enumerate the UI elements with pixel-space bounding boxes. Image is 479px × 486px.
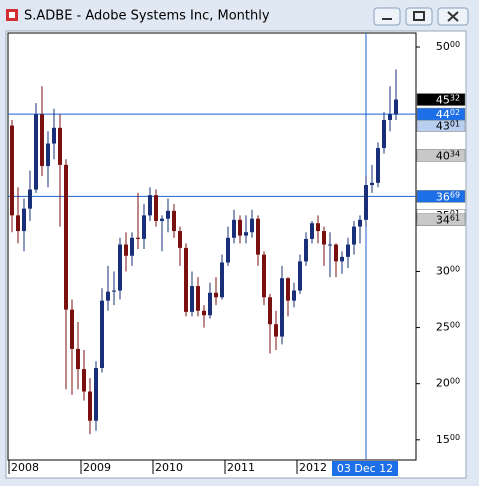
candle-body	[334, 244, 338, 262]
candle-body	[316, 223, 320, 232]
candle-body	[322, 231, 326, 245]
plot-area	[7, 32, 417, 461]
candle-body	[256, 218, 260, 255]
y-tick-label: 5000	[436, 40, 460, 54]
candle-body	[208, 292, 212, 316]
candle-body	[94, 367, 98, 421]
crosshair-label-bg	[332, 461, 398, 476]
candle-body	[10, 125, 14, 216]
candle-body	[244, 232, 248, 236]
candle-body	[352, 226, 356, 245]
close-icon	[447, 11, 459, 22]
candle-body	[214, 292, 218, 298]
candle-body	[16, 215, 20, 232]
candle-body	[34, 114, 38, 190]
candle-body	[28, 189, 32, 209]
candle-body	[232, 219, 236, 238]
candle-body	[142, 215, 146, 239]
candle-body	[382, 119, 386, 149]
y-tick-label: 3000	[436, 264, 460, 278]
candle-body	[106, 291, 110, 301]
candle-body	[220, 262, 224, 298]
candle-body	[76, 348, 80, 370]
candle-body	[286, 278, 290, 301]
price-tag-label: 4034	[436, 149, 460, 163]
candle-body	[100, 300, 104, 368]
x-tick-label: 2011	[227, 461, 255, 474]
price-tag-label: 4301	[436, 119, 460, 133]
candle-body	[304, 238, 308, 262]
candle-body	[262, 254, 266, 298]
candle-body	[268, 297, 272, 325]
price-tag	[416, 93, 466, 106]
candle-body	[52, 127, 56, 144]
candle-body	[148, 195, 152, 216]
candle-body	[154, 195, 158, 221]
candle-body	[58, 127, 62, 165]
x-tick-label: 2012	[299, 461, 327, 474]
candle-body	[118, 244, 122, 291]
x-tick-label: 2010	[155, 461, 183, 474]
price-tag	[416, 107, 466, 121]
candle-body	[40, 114, 44, 166]
candle-body	[166, 210, 170, 219]
candle-body	[328, 244, 332, 246]
candle-body	[280, 278, 284, 337]
candle-body	[112, 290, 116, 292]
candle-body	[136, 237, 140, 239]
candle-body	[310, 223, 314, 239]
window-title: S.ADBE - Adobe Systems Inc, Monthly	[24, 9, 270, 24]
candle-body	[196, 286, 200, 311]
candle-body	[160, 218, 164, 221]
price-tag	[416, 190, 466, 203]
candle-body	[250, 218, 254, 233]
candle-body	[364, 185, 368, 220]
price-tag-label: 3669	[436, 190, 460, 204]
candle-body	[130, 237, 134, 256]
candle-body	[184, 247, 188, 312]
candle-body	[88, 391, 92, 421]
candle-body	[346, 244, 350, 257]
y-tick-label: 2000	[436, 376, 460, 390]
candle-body	[64, 164, 68, 310]
price-tag-label: 4402	[436, 108, 460, 122]
x-tick-label: 2009	[83, 461, 111, 474]
maximize-icon	[413, 11, 425, 21]
candle-body	[178, 231, 182, 248]
price-tag	[416, 213, 466, 226]
candle-body	[172, 210, 176, 232]
y-tick-label: 1500	[436, 432, 460, 446]
maximize-button[interactable]	[405, 7, 433, 26]
x-tick-label: 2008	[11, 461, 39, 474]
candle-body	[190, 286, 194, 312]
candle-body	[70, 309, 74, 349]
candle-body	[82, 369, 86, 392]
candle-body	[388, 114, 392, 120]
candle-body	[124, 244, 128, 256]
candle-body	[358, 219, 362, 227]
candle-body	[376, 148, 380, 183]
crosshair-label: 03 Dec 12	[337, 462, 393, 475]
candle-body	[238, 219, 242, 236]
price-tag	[416, 149, 466, 162]
candle-body	[274, 324, 278, 337]
price-tag-label: 3461	[436, 213, 460, 227]
candle-body	[340, 256, 344, 262]
minimize-button[interactable]	[373, 7, 401, 26]
candle-body	[22, 208, 26, 232]
y-tick-label: 2500	[436, 320, 460, 334]
candle-body	[226, 237, 230, 263]
candle-body	[202, 310, 206, 316]
candle-body	[46, 143, 50, 166]
price-tag-label: 4532	[436, 93, 460, 107]
window-icon-inner	[9, 12, 15, 18]
candle-body	[370, 182, 374, 186]
candle-body	[292, 290, 296, 301]
candle-body	[298, 261, 302, 291]
candle-body	[394, 99, 398, 115]
